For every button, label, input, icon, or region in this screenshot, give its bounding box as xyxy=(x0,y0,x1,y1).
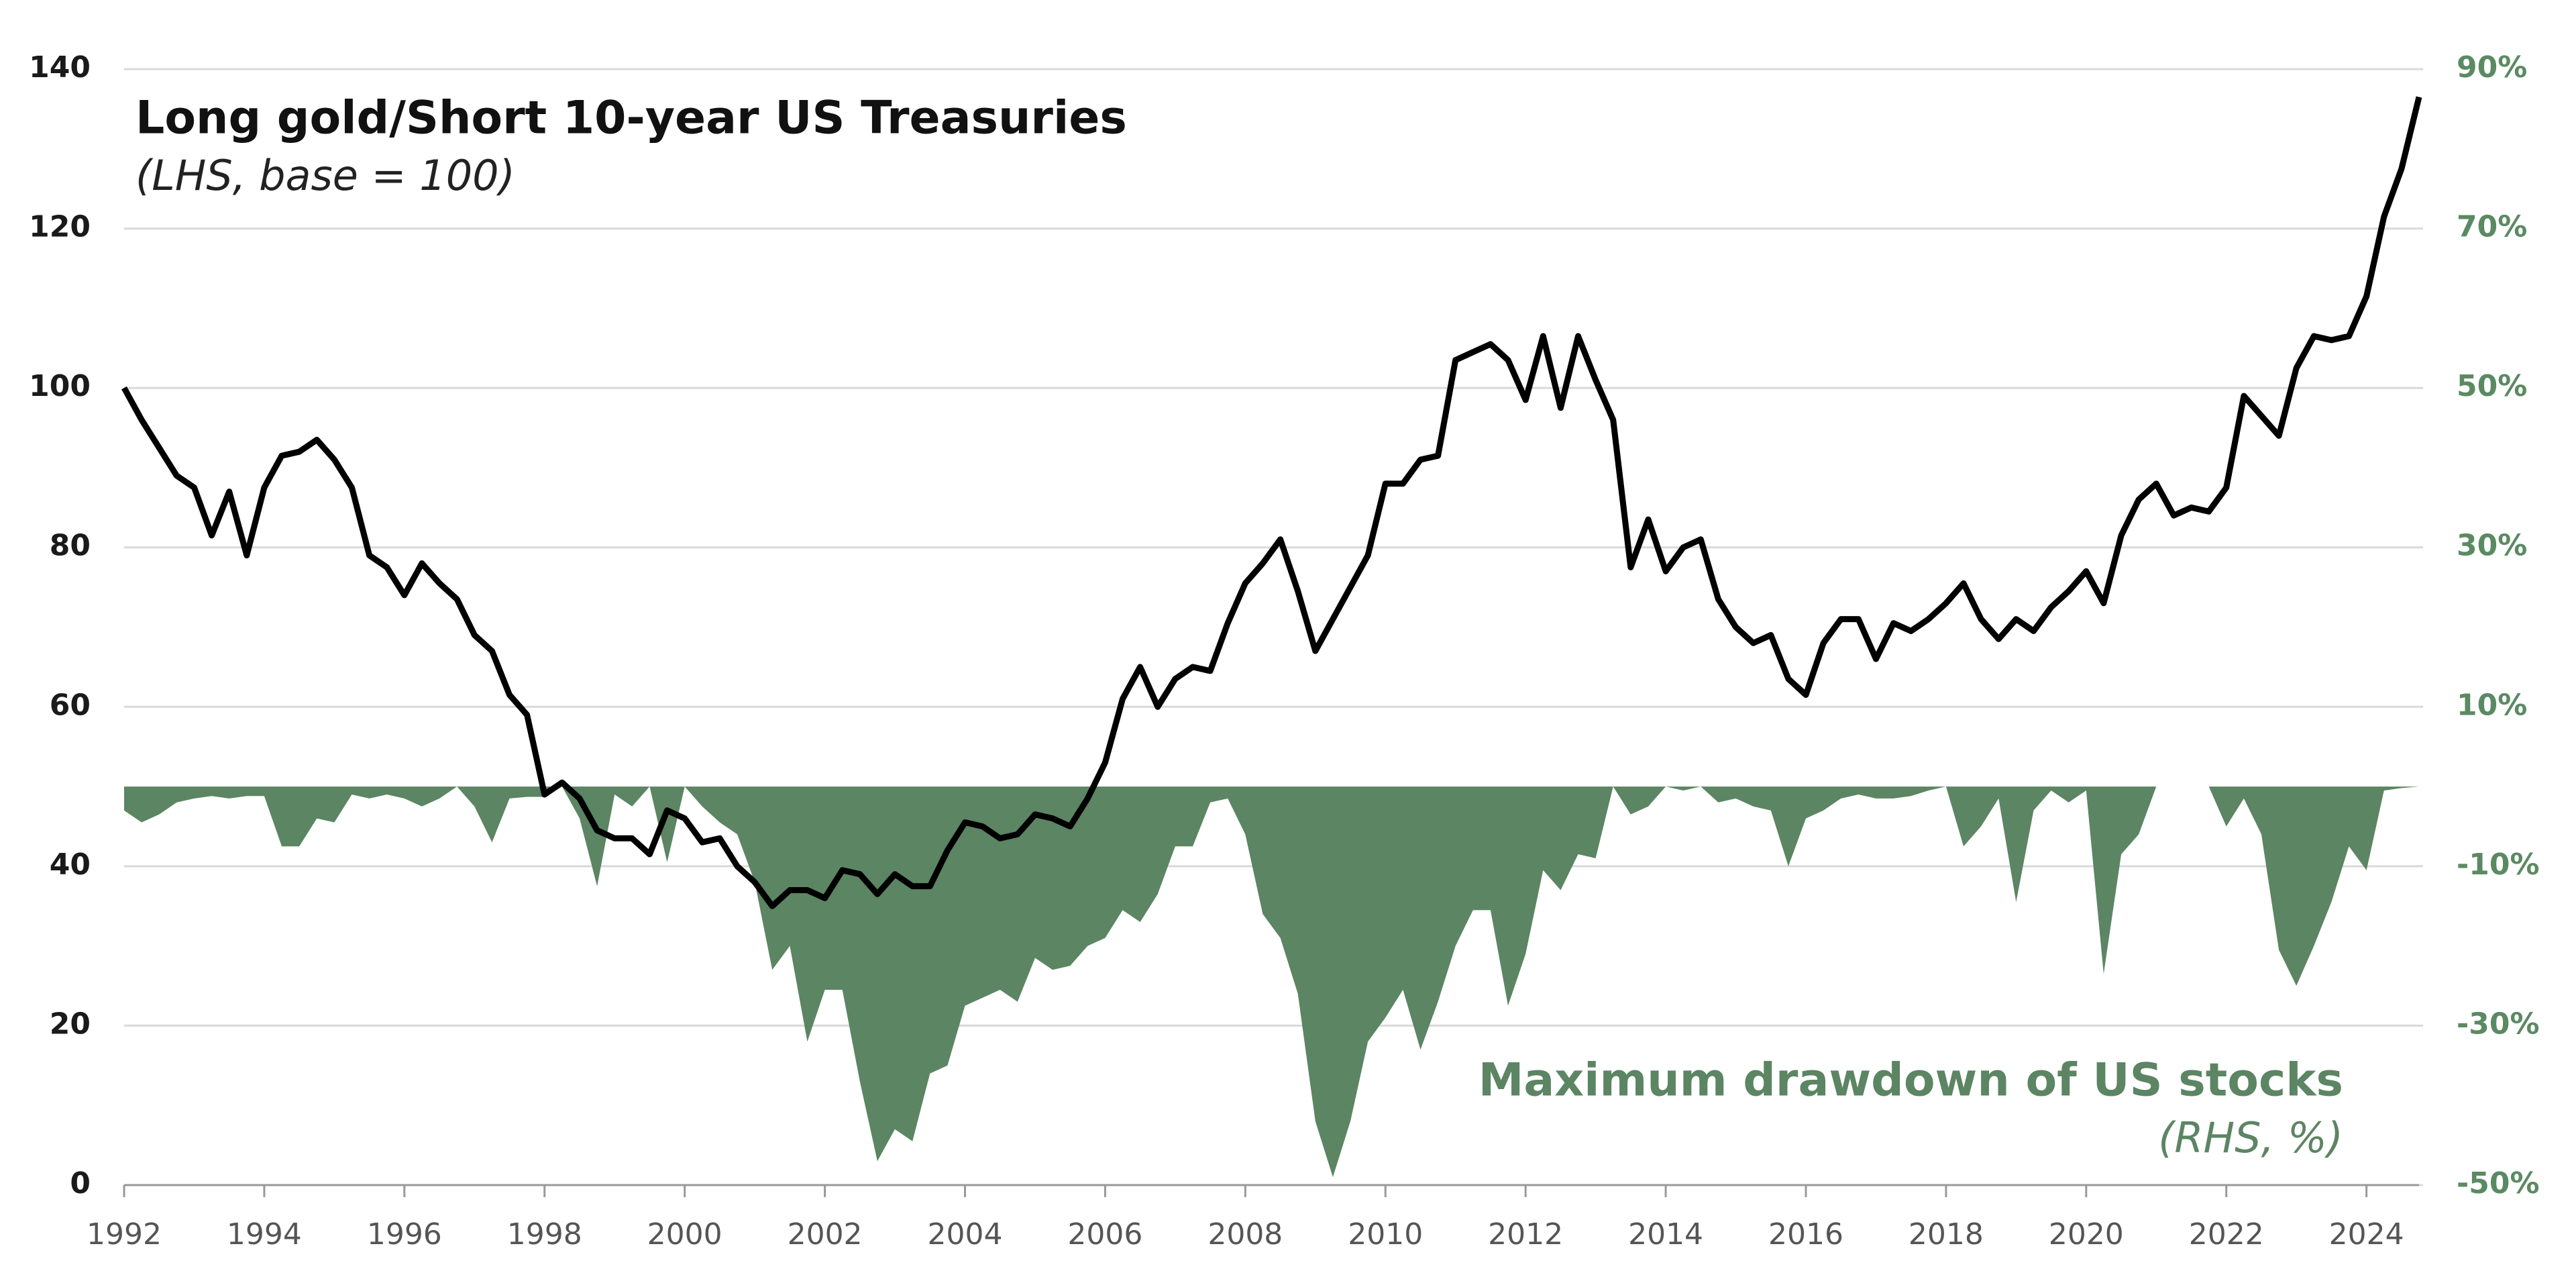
x-tick-label: 1996 xyxy=(367,1217,442,1252)
y2-tick-label: 70% xyxy=(2457,210,2527,244)
y2-tick-label: -30% xyxy=(2457,1007,2540,1041)
x-tick-label: 1998 xyxy=(507,1217,582,1252)
x-tick-label: 2008 xyxy=(1208,1217,1283,1252)
y-tick-label: 40 xyxy=(50,848,91,882)
x-tick-label: 2020 xyxy=(2049,1217,2124,1252)
y-tick-label: 100 xyxy=(29,369,91,403)
y2-tick-label: 30% xyxy=(2457,529,2527,563)
x-tick-label: 2012 xyxy=(1488,1217,1563,1252)
line xyxy=(121,96,2422,909)
y-tick-label: 20 xyxy=(50,1007,91,1041)
x-tick-label: 2014 xyxy=(1628,1217,1703,1252)
x-tick-label: 2006 xyxy=(1067,1217,1142,1252)
annotation: Maximum drawdown of US stocks xyxy=(1479,1054,2343,1107)
x-tick-label: 2004 xyxy=(928,1217,1003,1252)
annotation-subtitle: (RHS, %) xyxy=(2158,1113,2343,1162)
x-tick-label: 2010 xyxy=(1348,1217,1423,1252)
y2-tick-label: 10% xyxy=(2457,688,2527,722)
x-tick-label: 2000 xyxy=(647,1217,722,1252)
y2-tick-label: 90% xyxy=(2457,50,2527,85)
y-tick-label: 120 xyxy=(29,210,91,244)
y2-tick-label: -10% xyxy=(2457,848,2540,882)
y2-tick-label: 50% xyxy=(2457,369,2527,403)
x-tick-label: 2018 xyxy=(1909,1217,1984,1252)
x-tick-label: 2024 xyxy=(2329,1217,2404,1252)
x-tick-label: 2002 xyxy=(788,1217,863,1252)
x-tick-label: 2016 xyxy=(1768,1217,1843,1252)
chart-subtitle: (LHS, base = 100) xyxy=(136,151,515,200)
x-tick-label: 1992 xyxy=(87,1217,162,1252)
y2-tick-label: -50% xyxy=(2457,1166,2540,1201)
plot: 0 20 40 60 80 100 120 140 -50% -30% -10% 10% 30% 50% 7… xyxy=(29,50,2539,1252)
y-tick-label: 60 xyxy=(50,688,91,722)
chart-title: Long gold/Short 10-year US Treasuries xyxy=(136,92,1127,145)
y-tick-label: 140 xyxy=(29,50,91,85)
y-tick-label: 0 xyxy=(70,1166,91,1201)
y-tick-label: 80 xyxy=(50,529,91,563)
x-tick-label: 2022 xyxy=(2189,1217,2264,1252)
area xyxy=(124,786,2419,1178)
x-tick-label: 1994 xyxy=(227,1217,302,1252)
